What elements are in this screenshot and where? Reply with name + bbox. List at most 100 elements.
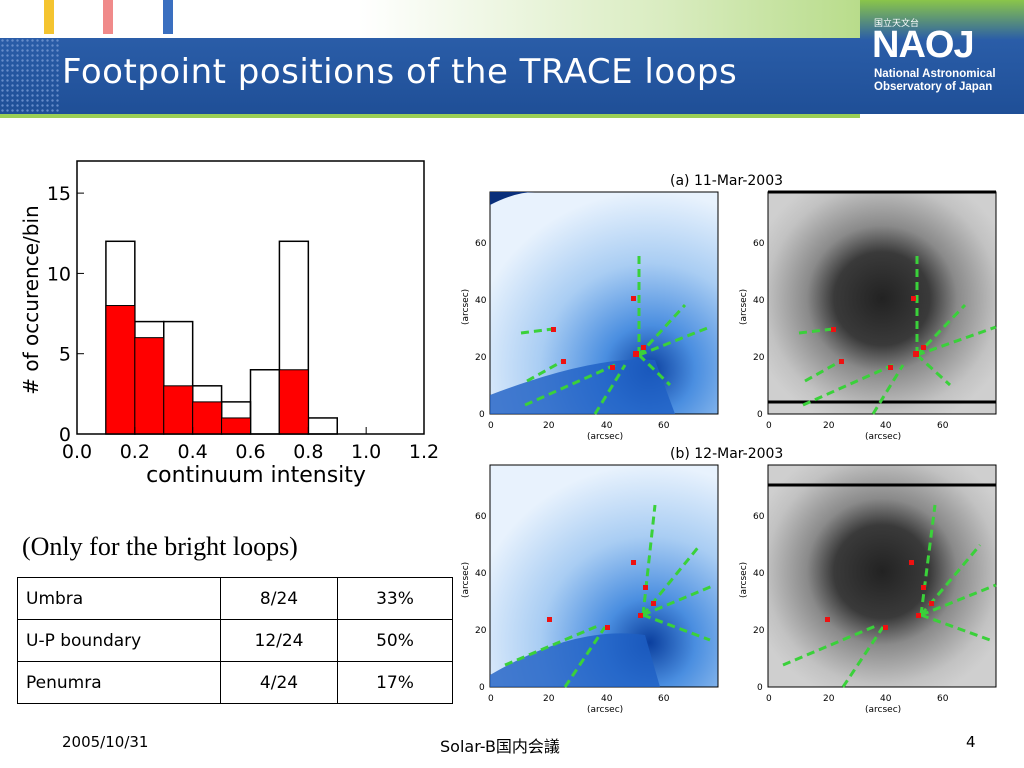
panel-a-label: (a) 11-Mar-2003 [670, 173, 783, 189]
footer-center: Solar-B国内会議 [440, 737, 560, 756]
panel-b-left-xtick: 0 [488, 694, 494, 704]
panel-b-left-xtick: 40 [601, 694, 613, 704]
panel-b-left-xtick: 60 [658, 694, 670, 704]
panel-a-right-ytick: 60 [753, 239, 765, 249]
panel-b-right-xtick: 0 [766, 694, 772, 704]
panel-a-left-ytick: 0 [479, 410, 485, 420]
panel-b-left-ytick: 0 [479, 683, 485, 693]
histogram-bar-total [249, 369, 281, 435]
footer-date: 2005/10/31 [62, 733, 149, 751]
panel-a-right-ylabel: (arcsec) [739, 289, 749, 325]
logo-panel [860, 0, 1024, 114]
panel-a-footpoint-markers [551, 296, 926, 370]
page-number: 4 [966, 733, 976, 751]
panel-a-right-ytick: 40 [753, 296, 765, 306]
panel-b-euv-image [489, 464, 719, 688]
histogram-ytick-label: 10 [47, 263, 71, 285]
histogram-xtick-label: 0.4 [178, 441, 208, 463]
panel-b-label: (b) 12-Mar-2003 [670, 446, 783, 462]
logo-line2: Observatory of Japan [874, 81, 993, 93]
panel-b-left-ytick: 20 [475, 626, 487, 636]
panel-b-left-xlabel: (arcsec) [587, 705, 623, 715]
panel-a-left-xtick: 20 [543, 421, 555, 431]
table-row: U-P boundary 12/24 50% [17, 619, 453, 662]
histogram-xlabel: continuum intensity [146, 463, 366, 488]
histogram-xtick-label: 1.0 [351, 441, 381, 463]
panel-a-right-xtick: 20 [823, 421, 835, 431]
panel-b-continuum-image [767, 464, 997, 688]
panel-a-left-ytick: 20 [475, 353, 487, 363]
panel-b-footpoint-markers [547, 560, 934, 630]
slide-title: Footpoint positions of the TRACE loops [62, 52, 738, 92]
panel-a-right-xtick: 0 [766, 421, 772, 431]
histogram-bar-bright [105, 305, 136, 435]
table-row: Penumra 4/24 17% [17, 661, 453, 704]
title-bar-dot-pattern [0, 38, 60, 114]
panel-a-euv-image [489, 191, 719, 415]
table-cell-region: U-P boundary [17, 619, 221, 662]
table-row: Umbra 8/24 33% [17, 577, 453, 620]
table-cell-count: 4/24 [220, 661, 338, 704]
panel-b-footpoints [504, 504, 997, 688]
logo-subtitle: National Astronomical Observatory of Jap… [874, 68, 996, 94]
table-cell-count: 8/24 [220, 577, 338, 620]
histogram-xtick-label: 0.0 [62, 441, 92, 463]
panel-a-right-xtick: 40 [880, 421, 892, 431]
panel-a-right-xlabel: (arcsec) [865, 432, 901, 442]
panel-a-continuum-image [767, 190, 997, 415]
histogram-xtick-label: 0.8 [293, 441, 323, 463]
histogram-xtick-label: 0.2 [120, 441, 150, 463]
footpoint-table: Umbra 8/24 33% U-P boundary 12/24 50% Pe… [17, 577, 453, 704]
panel-b-right-ylabel: (arcsec) [739, 562, 749, 598]
caption-bright-loops: (Only for the bright loops) [22, 532, 298, 561]
histogram-bar-bright [221, 417, 251, 435]
histogram-bar-bright [278, 369, 309, 435]
panel-a-left-xtick: 40 [601, 421, 613, 431]
table-cell-percent: 33% [337, 577, 453, 620]
panel-a-right-xtick: 60 [937, 421, 949, 431]
panel-a-left-ylabel: (arcsec) [461, 289, 471, 325]
title-bar [0, 38, 860, 118]
histogram-ytick-label: 15 [47, 183, 71, 205]
histogram-ytick-label: 0 [59, 424, 71, 446]
stripe-pink [103, 0, 113, 34]
panel-a-right-ytick: 0 [757, 410, 763, 420]
histogram-chart: 0.0 0.2 0.4 0.6 0.8 1.0 1.2 0 5 10 15 continuum in… [19, 160, 439, 488]
panel-b-right-ytick: 60 [753, 512, 765, 522]
panel-a-left-xtick: 60 [658, 421, 670, 431]
table-cell-count: 12/24 [220, 619, 338, 662]
panel-b-left-xtick: 20 [543, 694, 555, 704]
logo-jp-text: 国立天文台 [874, 19, 920, 29]
histogram-bar-bright [134, 337, 165, 435]
panel-b-right-ytick: 0 [757, 683, 763, 693]
table-cell-region: Umbra [17, 577, 221, 620]
table-cell-percent: 17% [337, 661, 453, 704]
panel-a-left-xlabel: (arcsec) [587, 432, 623, 442]
panel-b-left-ylabel: (arcsec) [461, 562, 471, 598]
naoj-logo: NAOJ [872, 24, 975, 66]
stripe-yellow [44, 0, 54, 34]
histogram-bar-bright [163, 385, 194, 435]
panel-b-left-ytick: 40 [475, 569, 487, 579]
histogram-ylabel: # of occurence/bin [19, 205, 43, 394]
panel-b-right-xlabel: (arcsec) [865, 705, 901, 715]
stripe-blue [163, 0, 173, 34]
panel-a-footpoints [520, 255, 997, 415]
table-cell-region: Penumra [17, 661, 221, 704]
solar-image-panels: (a) 11-Mar-2003 (b) 12-Mar-2003 [461, 173, 997, 715]
panel-b-left-ytick: 60 [475, 512, 487, 522]
panel-b-right-xtick: 40 [880, 694, 892, 704]
panel-a-right-ytick: 20 [753, 353, 765, 363]
panel-a-left-ytick: 60 [475, 239, 487, 249]
histogram-xtick-label: 1.2 [409, 441, 439, 463]
panel-b-right-ytick: 20 [753, 626, 765, 636]
histogram-bar-bright [192, 401, 223, 435]
histogram-ytick-label: 5 [59, 344, 71, 366]
table-cell-percent: 50% [337, 619, 453, 662]
panel-b-right-ytick: 40 [753, 569, 765, 579]
panel-a-left-xtick: 0 [488, 421, 494, 431]
panel-b-right-xtick: 20 [823, 694, 835, 704]
panel-a-left-ytick: 40 [475, 296, 487, 306]
histogram-xtick-label: 0.6 [235, 441, 265, 463]
logo-line1: National Astronomical [874, 68, 996, 80]
